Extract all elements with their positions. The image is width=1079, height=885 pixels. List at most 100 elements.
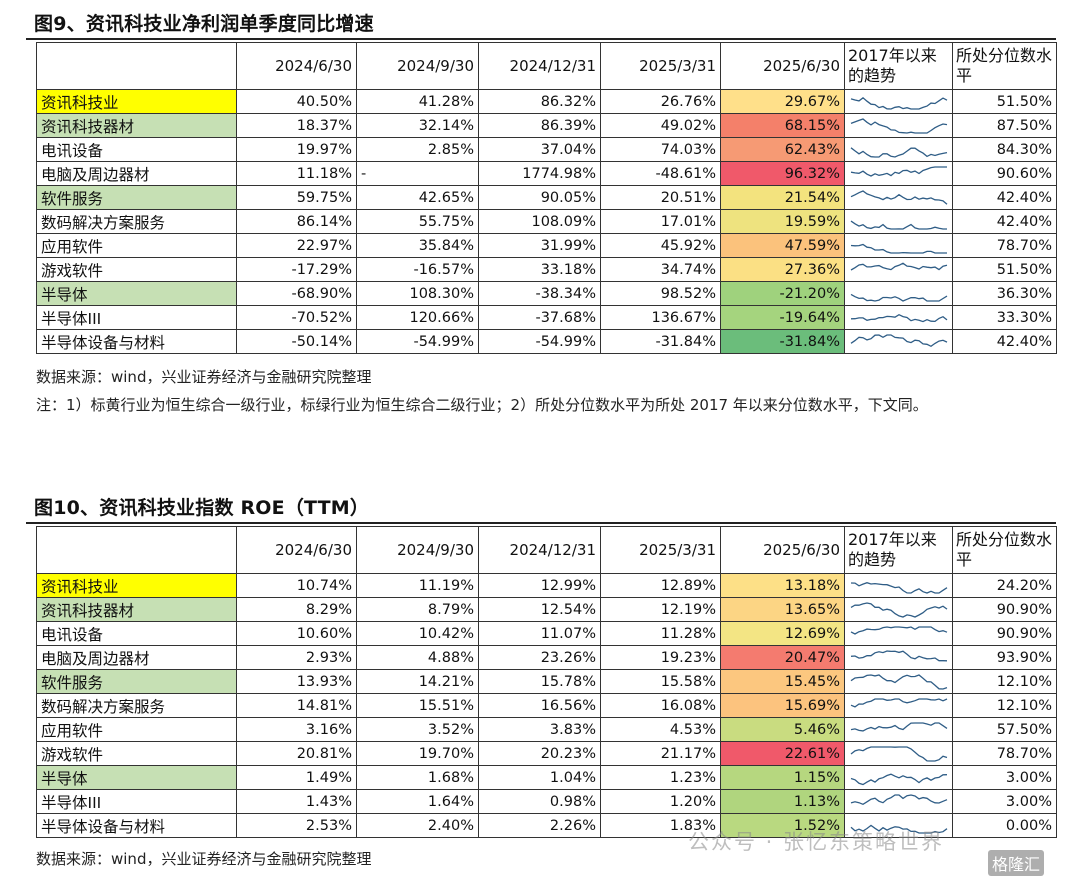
header-cell: 所处分位数水平 bbox=[952, 42, 1057, 90]
percentile-cell: 3.00% bbox=[952, 789, 1057, 814]
sparkline-path bbox=[850, 146, 948, 158]
value-cell: 4.88% bbox=[356, 645, 479, 670]
industry-name: 资讯科技器材 bbox=[36, 597, 237, 622]
value-cell: 33.18% bbox=[478, 257, 601, 282]
table-row: 半导体 -68.90% 108.30% -38.34% 98.52% -21.20% 36.… bbox=[36, 281, 1057, 306]
sparkline-path bbox=[850, 721, 948, 732]
trend-sparkline bbox=[844, 597, 953, 622]
trend-sparkline bbox=[844, 209, 953, 234]
percentile-cell: 93.90% bbox=[952, 645, 1057, 670]
trend-sparkline bbox=[844, 113, 953, 138]
percentile-cell: 84.30% bbox=[952, 137, 1057, 162]
header-cell: 2017年以来的趋势 bbox=[844, 42, 953, 90]
sparkline-icon bbox=[850, 824, 948, 834]
percentile-cell: 0.00% bbox=[952, 813, 1057, 838]
value-cell: 74.03% bbox=[600, 137, 721, 162]
sparkline-icon bbox=[850, 243, 947, 254]
header-cell bbox=[36, 526, 237, 574]
sparkline-path bbox=[850, 673, 948, 690]
value-cell: 26.76% bbox=[600, 89, 721, 114]
sparkline-icon bbox=[850, 220, 947, 230]
sparkline-path bbox=[850, 333, 948, 347]
value-cell: 31.99% bbox=[478, 233, 601, 258]
value-cell: 1774.98% bbox=[478, 161, 601, 186]
header-cell: 2025/3/31 bbox=[600, 42, 721, 90]
percentile-cell: 36.30% bbox=[952, 281, 1057, 306]
value-cell: -50.14% bbox=[236, 329, 357, 354]
percentile-cell: 3.00% bbox=[952, 765, 1057, 790]
value-cell: -54.99% bbox=[356, 329, 479, 354]
sparkline-icon bbox=[850, 721, 948, 732]
table-row: 软件服务 13.93% 14.21% 15.78% 15.58% 15.45% 12.10% bbox=[36, 669, 1057, 694]
value-cell: 45.92% bbox=[600, 233, 721, 258]
value-cell: 42.65% bbox=[356, 185, 479, 210]
table-row: 半导体III 1.43% 1.64% 0.98% 1.20% 1.13% 3.00% bbox=[36, 789, 1057, 814]
value-cell: 20.51% bbox=[600, 185, 721, 210]
table-row: 游戏软件 20.81% 19.70% 20.23% 21.17% 22.61% 78.70% bbox=[36, 741, 1057, 766]
table-row: 半导体III -70.52% 120.66% -37.68% 136.67% -19.64… bbox=[36, 305, 1057, 330]
value-cell: -21.20% bbox=[720, 281, 845, 306]
value-cell: -38.34% bbox=[478, 281, 601, 306]
percentile-cell: 87.50% bbox=[952, 113, 1057, 138]
industry-name: 半导体 bbox=[36, 765, 237, 790]
sparkline-path bbox=[850, 745, 948, 762]
value-cell: 34.74% bbox=[600, 257, 721, 282]
value-cell: 20.47% bbox=[720, 645, 845, 670]
header-cell: 2024/6/30 bbox=[236, 526, 357, 574]
value-cell: 98.52% bbox=[600, 281, 721, 306]
table-row: 半导体 1.49% 1.68% 1.04% 1.23% 1.15% 3.00% bbox=[36, 765, 1057, 790]
value-cell: 41.28% bbox=[356, 89, 479, 114]
percentile-cell: 90.90% bbox=[952, 597, 1057, 622]
value-cell: 96.32% bbox=[720, 161, 845, 186]
value-cell: 15.58% bbox=[600, 669, 721, 694]
value-cell: 22.61% bbox=[720, 741, 845, 766]
table-row: 软件服务 59.75% 42.65% 90.05% 20.51% 21.54% 42.40% bbox=[36, 185, 1057, 210]
value-cell: 32.14% bbox=[356, 113, 479, 138]
value-cell: 11.28% bbox=[600, 621, 721, 646]
percentile-cell: 51.50% bbox=[952, 89, 1057, 114]
value-cell: 10.42% bbox=[356, 621, 479, 646]
trend-sparkline bbox=[844, 89, 953, 114]
value-cell: 19.23% bbox=[600, 645, 721, 670]
percentile-cell: 78.70% bbox=[952, 233, 1057, 258]
value-cell: 2.93% bbox=[236, 645, 357, 670]
trend-sparkline bbox=[844, 161, 953, 186]
table-row: 应用软件 3.16% 3.52% 3.83% 4.53% 5.46% 57.50% bbox=[36, 717, 1057, 742]
value-cell: 12.54% bbox=[478, 597, 601, 622]
value-cell: 15.78% bbox=[478, 669, 601, 694]
sparkline-icon bbox=[850, 649, 948, 661]
header-cell: 2025/6/30 bbox=[720, 526, 845, 574]
value-cell: -70.52% bbox=[236, 305, 357, 330]
trend-sparkline bbox=[844, 137, 953, 162]
percentile-cell: 42.40% bbox=[952, 329, 1057, 354]
value-cell: 15.69% bbox=[720, 693, 845, 718]
value-cell: 20.23% bbox=[478, 741, 601, 766]
table-row: 电讯设备 19.97% 2.85% 37.04% 74.03% 62.43% 84.30% bbox=[36, 137, 1057, 162]
table-row: 资讯科技业 10.74% 11.19% 12.99% 12.89% 13.18% 24.20… bbox=[36, 573, 1057, 598]
industry-name: 软件服务 bbox=[36, 669, 237, 694]
value-cell: 1.64% bbox=[356, 789, 479, 814]
value-cell: 1.20% bbox=[600, 789, 721, 814]
value-cell: 1.23% bbox=[600, 765, 721, 790]
table-row: 应用软件 22.97% 35.84% 31.99% 45.92% 47.59% 78.70% bbox=[36, 233, 1057, 258]
value-cell: 8.29% bbox=[236, 597, 357, 622]
value-cell: 8.79% bbox=[356, 597, 479, 622]
industry-name: 电脑及周边器材 bbox=[36, 645, 237, 670]
percentile-cell: 42.40% bbox=[952, 185, 1057, 210]
value-cell: 1.04% bbox=[478, 765, 601, 790]
value-cell: 12.69% bbox=[720, 621, 845, 646]
sparkline-icon bbox=[850, 333, 948, 347]
sparkline-icon bbox=[850, 581, 948, 594]
sparkline-icon bbox=[850, 601, 948, 618]
sparkline-path bbox=[850, 262, 948, 271]
sparkline-icon bbox=[850, 697, 948, 708]
percentile-cell: 12.10% bbox=[952, 693, 1057, 718]
value-cell: 47.59% bbox=[720, 233, 845, 258]
value-cell: 14.81% bbox=[236, 693, 357, 718]
percentile-cell: 78.70% bbox=[952, 741, 1057, 766]
value-cell: 15.51% bbox=[356, 693, 479, 718]
table-row: 数码解决方案服务 14.81% 15.51% 16.56% 16.08% 15.69% 12… bbox=[36, 693, 1057, 718]
industry-name: 半导体设备与材料 bbox=[36, 813, 237, 838]
trend-sparkline bbox=[844, 305, 953, 330]
percentile-cell: 42.40% bbox=[952, 209, 1057, 234]
